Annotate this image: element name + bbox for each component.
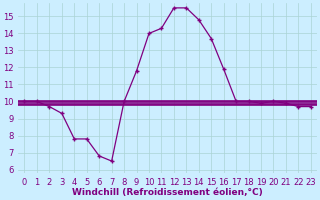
X-axis label: Windchill (Refroidissement éolien,°C): Windchill (Refroidissement éolien,°C): [72, 188, 263, 197]
